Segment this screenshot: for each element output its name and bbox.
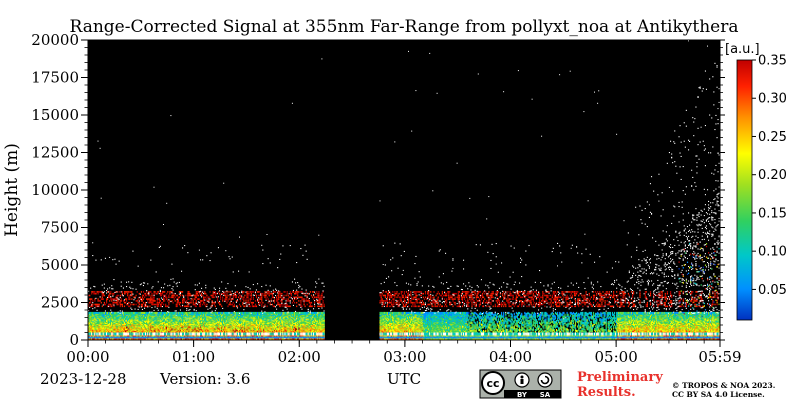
chart-title: Range-Corrected Signal at 355nm Far-Rang…: [70, 17, 739, 37]
sa-text: SA: [540, 391, 551, 399]
y-axis-label: Height (m): [2, 143, 22, 237]
y-tick-label: 20000: [31, 31, 79, 49]
colorbar-tick-label: 0.35: [758, 54, 787, 69]
colorbar: [736, 59, 753, 321]
colorbar-unit: [a.u.]: [725, 42, 760, 57]
version-label: Version: 3.6: [159, 370, 250, 388]
x-tick-label: 04:00: [489, 348, 532, 366]
colorbar-tick-label: 0.20: [758, 168, 787, 183]
y-tick-label: 15000: [31, 106, 79, 124]
colorbar-ticks: 0.05 0.10 0.15 0.20 0.25 0.30 0.35: [752, 54, 787, 298]
y-tick-label: 17500: [31, 69, 79, 87]
y-tick-label: 5000: [41, 256, 79, 274]
colorbar-tick-label: 0.15: [758, 206, 787, 221]
plot-area: [88, 40, 720, 340]
x-tick-label: 05:00: [595, 348, 638, 366]
x-axis-label: UTC: [387, 370, 421, 388]
signal-heatmap: [88, 40, 720, 340]
date-label: 2023-12-28: [40, 370, 126, 388]
cc-text: cc: [486, 377, 499, 390]
y-tick-label: 10000: [31, 181, 79, 199]
x-tick-label: 02:00: [278, 348, 321, 366]
x-tick-label: 05:59: [698, 348, 741, 366]
colorbar-tick-label: 0.10: [758, 245, 787, 260]
y-axis: 0 2500 5000 7500 10000 12500 15000 17500 20000: [31, 31, 725, 349]
copyright-line2: CC BY SA 4.0 License.: [672, 390, 765, 399]
y-tick-label: 2500: [41, 294, 79, 312]
colorbar-tick-label: 0.05: [758, 283, 787, 298]
x-tick-label: 00:00: [66, 348, 109, 366]
y-tick-label: 0: [69, 331, 79, 349]
sa-icon: [537, 372, 553, 388]
preliminary-line1: Preliminary: [577, 370, 663, 385]
y-tick-label: 12500: [31, 144, 79, 162]
colorbar-tick-label: 0.25: [758, 130, 787, 145]
y-tick-label: 7500: [41, 219, 79, 237]
cc-by-sa-badge: cc BY SA: [479, 369, 562, 399]
x-tick-label: 01:00: [172, 348, 215, 366]
colorbar-tick-label: 0.30: [758, 92, 787, 107]
x-tick-label: 03:00: [383, 348, 426, 366]
by-text: BY: [517, 391, 528, 399]
preliminary-line2: Results.: [577, 385, 636, 400]
copyright-line1: © TROPOS & NOA 2023.: [672, 381, 775, 390]
x-axis: 00:00 01:00 02:00 03:00 04:00 05:00 05:59: [66, 340, 742, 366]
